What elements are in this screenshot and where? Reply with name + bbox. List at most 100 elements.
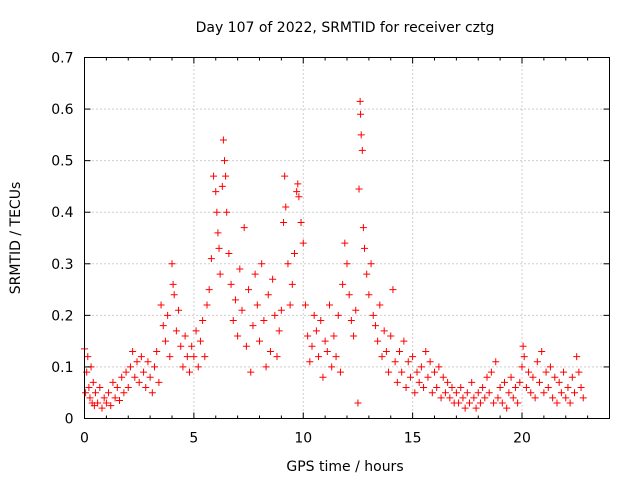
data-point (551, 373, 559, 381)
data-point (520, 353, 528, 361)
data-point (330, 332, 338, 340)
data-point (196, 337, 204, 345)
y-tick-label: 0 (65, 412, 74, 428)
data-point (431, 368, 438, 376)
data-point (321, 337, 329, 345)
data-point (240, 224, 248, 232)
data-point (391, 358, 399, 366)
data-point (170, 291, 178, 299)
data-point (172, 327, 180, 335)
data-point (409, 353, 417, 361)
data-point (89, 378, 97, 386)
data-point (527, 389, 535, 397)
data-point (218, 182, 226, 190)
data-point (175, 306, 183, 314)
y-tick-label: 0.7 (51, 51, 73, 67)
data-point (238, 306, 246, 314)
data-point (393, 378, 401, 386)
data-point (201, 353, 209, 361)
data-point (301, 301, 309, 309)
data-point (571, 389, 578, 397)
data-point (411, 389, 419, 397)
data-point (275, 327, 283, 335)
data-point (85, 384, 93, 392)
data-point (225, 249, 233, 257)
data-point (153, 347, 161, 355)
data-point (304, 332, 312, 340)
data-point (529, 373, 537, 381)
data-point (120, 389, 128, 397)
data-point (385, 368, 393, 376)
data-point (538, 347, 546, 355)
data-point (363, 270, 371, 278)
data-point (382, 347, 390, 355)
data-point (155, 378, 163, 386)
data-point (516, 378, 524, 386)
data-point (221, 157, 228, 165)
data-point (186, 368, 193, 376)
data-point (357, 131, 365, 139)
data-point (341, 239, 349, 247)
data-point (266, 347, 274, 355)
data-point (297, 219, 305, 227)
data-point (116, 396, 123, 404)
data-point (144, 358, 152, 366)
data-point (470, 394, 478, 402)
data-point (157, 301, 165, 309)
data-point (466, 399, 473, 407)
data-point (273, 353, 281, 361)
data-point (448, 384, 456, 392)
data-point (122, 368, 130, 376)
data-point (140, 368, 148, 376)
data-point (231, 296, 239, 304)
data-point (264, 291, 272, 299)
data-point (441, 389, 449, 397)
data-point (262, 363, 270, 371)
data-point (96, 384, 104, 392)
data-point (525, 368, 533, 376)
data-point (406, 373, 414, 381)
data-point (159, 322, 167, 330)
data-point (579, 394, 587, 402)
data-point (507, 373, 515, 381)
data-point (343, 260, 351, 268)
data-point (295, 193, 303, 201)
data-point (113, 384, 121, 392)
data-point (98, 404, 106, 412)
y-axis-title: SRMTID / TECUs (8, 182, 24, 295)
data-point (227, 280, 235, 288)
data-point (242, 342, 250, 350)
data-point (247, 368, 255, 376)
data-point (557, 389, 565, 397)
data-point (400, 337, 408, 345)
data-point (509, 394, 517, 402)
data-point (293, 188, 301, 196)
data-point (291, 249, 298, 257)
data-point (481, 394, 489, 402)
data-point (216, 270, 224, 278)
data-point (166, 353, 174, 361)
data-point (319, 373, 327, 381)
y-tick-label: 0.6 (51, 102, 73, 118)
y-tick-label: 0.2 (51, 308, 73, 324)
data-point (306, 358, 314, 366)
data-point (133, 358, 141, 366)
data-point (365, 291, 373, 299)
data-point (404, 358, 412, 366)
data-point (444, 378, 452, 386)
data-point (210, 172, 218, 180)
data-point (310, 311, 318, 319)
x-tick-label: 0 (80, 431, 89, 447)
data-point (294, 180, 302, 188)
data-point (455, 399, 463, 407)
data-point (494, 394, 502, 402)
data-point (214, 229, 222, 237)
data-point (376, 301, 384, 309)
data-point (131, 373, 139, 381)
data-point (437, 394, 445, 402)
data-point (562, 394, 570, 402)
data-point (317, 317, 325, 325)
data-point (452, 389, 460, 397)
data-point (359, 224, 367, 232)
data-point (472, 404, 480, 412)
